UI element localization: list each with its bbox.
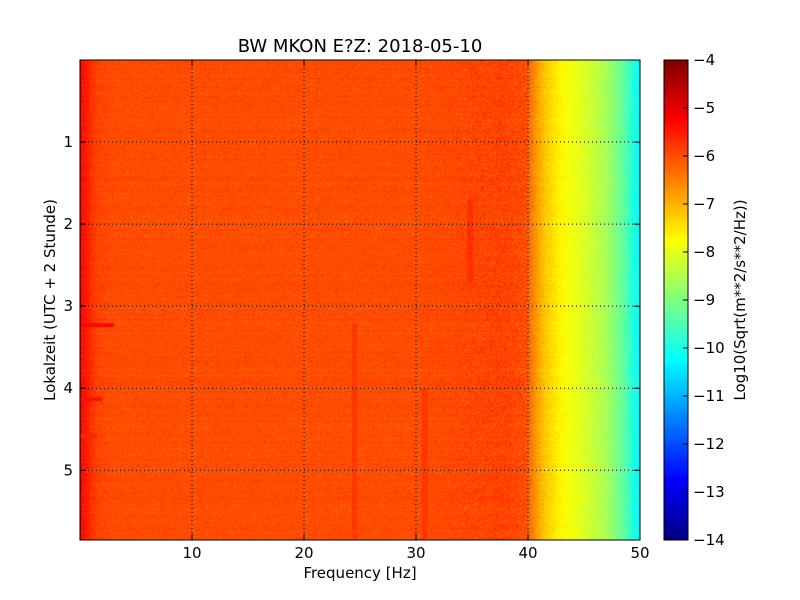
colorbar-tick-label: −10 <box>693 339 725 357</box>
colorbar-tick-label: −11 <box>693 387 725 405</box>
y-axis-label: Lokalzeit (UTC + 2 Stunde) <box>41 199 59 401</box>
colorbar-tick-label: −14 <box>693 531 725 549</box>
colorbar-tick-label: −6 <box>693 147 715 165</box>
colorbar-tick-label: −13 <box>693 483 725 501</box>
y-axis: 1 2 3 4 5 <box>63 133 640 479</box>
plot-frame <box>79 59 641 541</box>
y-tick-label: 5 <box>63 461 73 479</box>
x-tick-label: 50 <box>630 544 649 562</box>
colorbar-tick-label: −5 <box>693 99 715 117</box>
y-tick-label: 1 <box>63 133 73 151</box>
grid <box>80 60 640 540</box>
colorbar-label: Log10(Sqrt(m**2/s**2/Hz)) <box>731 199 749 400</box>
x-tick-label: 40 <box>518 544 537 562</box>
x-tick-label: 20 <box>294 544 313 562</box>
colorbar-axis: −4 −5 −6 −7 −8 −9 −10 −11 −12 −13 −14 <box>683 51 725 549</box>
heatmap-image <box>80 60 640 540</box>
colorbar-tick-label: −12 <box>693 435 725 453</box>
colorbar-tick-label: −7 <box>693 195 715 213</box>
x-tick-label: 10 <box>182 544 201 562</box>
colorbar-tick-label: −9 <box>693 291 715 309</box>
x-tick-label: 30 <box>406 544 425 562</box>
x-axis: 10 20 30 40 50 <box>182 60 650 562</box>
y-tick-label: 2 <box>63 215 73 233</box>
y-tick-label: 4 <box>63 379 73 397</box>
chart-title: BW MKON E?Z: 2018-05-10 <box>238 36 483 57</box>
colorbar-tick-label: −4 <box>693 51 715 69</box>
x-axis-label: Frequency [Hz] <box>303 564 416 582</box>
y-tick-label: 3 <box>63 297 73 315</box>
colorbar-tick-label: −8 <box>693 243 715 261</box>
